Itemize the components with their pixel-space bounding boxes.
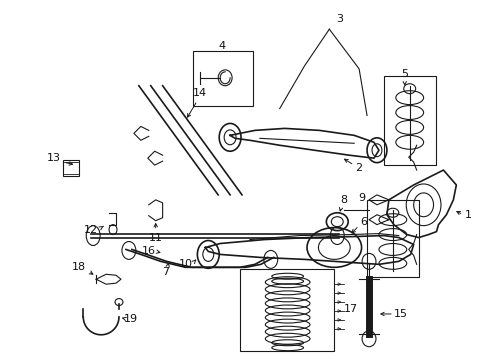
- Bar: [383, 76, 435, 165]
- Bar: [366, 200, 418, 277]
- Text: 11: 11: [148, 233, 163, 243]
- Text: 14: 14: [193, 88, 207, 98]
- Bar: [193, 51, 252, 105]
- Bar: [63, 160, 79, 176]
- Text: 7: 7: [162, 267, 169, 277]
- Text: 13: 13: [46, 153, 61, 163]
- Text: 4: 4: [218, 41, 225, 51]
- Text: 3: 3: [335, 14, 342, 24]
- Text: 19: 19: [123, 314, 138, 324]
- Text: 5: 5: [401, 69, 407, 79]
- Text: 9: 9: [358, 193, 365, 203]
- Text: 2: 2: [355, 163, 362, 173]
- Text: 6: 6: [360, 217, 367, 227]
- Text: 1: 1: [464, 210, 471, 220]
- Bar: [240, 269, 334, 351]
- Text: 12: 12: [84, 225, 98, 235]
- Text: 8: 8: [340, 195, 347, 205]
- Text: 15: 15: [393, 309, 407, 319]
- Text: 10: 10: [178, 259, 192, 269]
- Text: 16: 16: [142, 247, 155, 256]
- Text: 17: 17: [344, 304, 358, 314]
- Text: 18: 18: [72, 262, 86, 272]
